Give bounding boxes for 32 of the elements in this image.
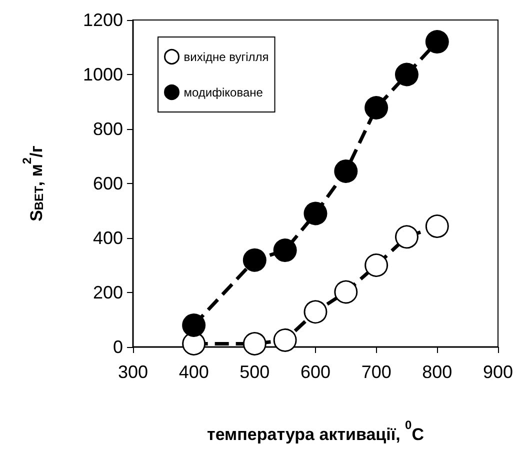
y-tick-label: 800 (92, 119, 123, 139)
x-tick-label: 300 (118, 362, 148, 382)
y-tick-label: 400 (92, 228, 123, 248)
y-tick-label: 1000 (82, 64, 123, 84)
x-tick-label: 900 (482, 362, 514, 382)
y-tick-label: 600 (92, 174, 123, 194)
y-tick-label: 200 (92, 282, 123, 302)
point (273, 328, 297, 352)
x-tick-label: 600 (300, 362, 331, 382)
point (395, 62, 418, 86)
x-tick-label: 800 (422, 362, 452, 382)
y-axis-title: SBET, м2/г (20, 146, 46, 222)
legend-label: модифіковане (184, 85, 264, 100)
legend-label: вихідне вугілля (184, 50, 269, 64)
point (425, 214, 449, 238)
x-tick-label: 700 (361, 362, 392, 382)
y-tick-label: 1200 (82, 10, 123, 30)
point (395, 225, 418, 249)
x-tick-label: 500 (240, 362, 270, 382)
point (182, 313, 206, 337)
x-tick-label: 400 (178, 362, 209, 382)
point (273, 238, 297, 262)
point (242, 248, 266, 272)
y-tick-label: 0 (112, 337, 123, 357)
point (304, 202, 328, 226)
point (334, 280, 358, 304)
point (364, 254, 388, 277)
point (334, 159, 358, 183)
point (364, 96, 388, 120)
point (304, 300, 328, 324)
point (425, 30, 449, 54)
point (242, 332, 266, 356)
